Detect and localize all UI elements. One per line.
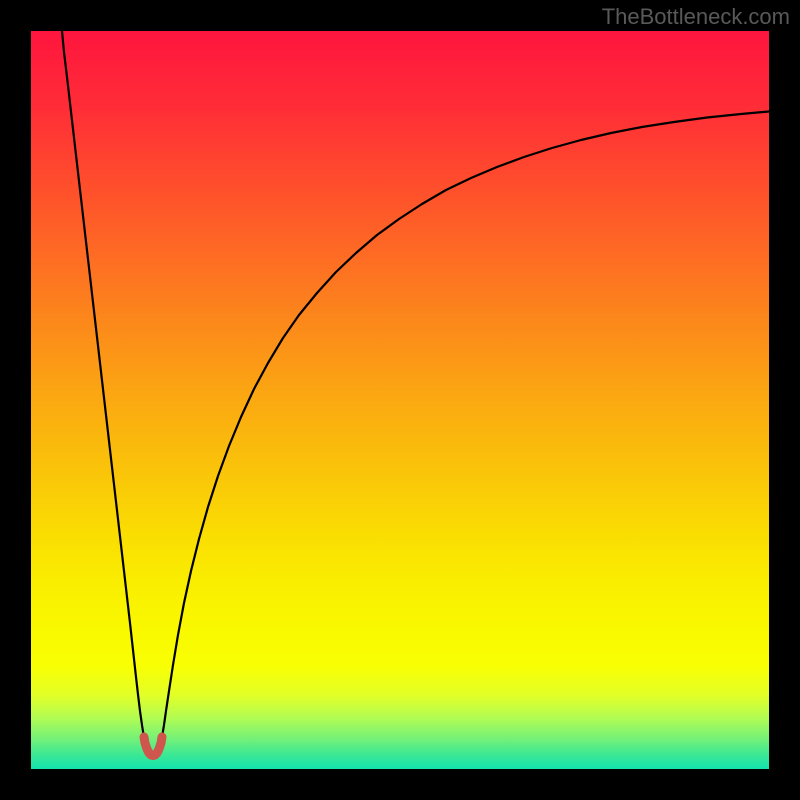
curve-layer	[31, 31, 769, 769]
chart-canvas: TheBottleneck.com	[0, 0, 800, 800]
curve-left	[62, 31, 144, 737]
plot-area	[31, 31, 769, 769]
curve-right	[162, 112, 769, 738]
watermark-text: TheBottleneck.com	[602, 4, 790, 30]
curve-base	[144, 737, 162, 756]
